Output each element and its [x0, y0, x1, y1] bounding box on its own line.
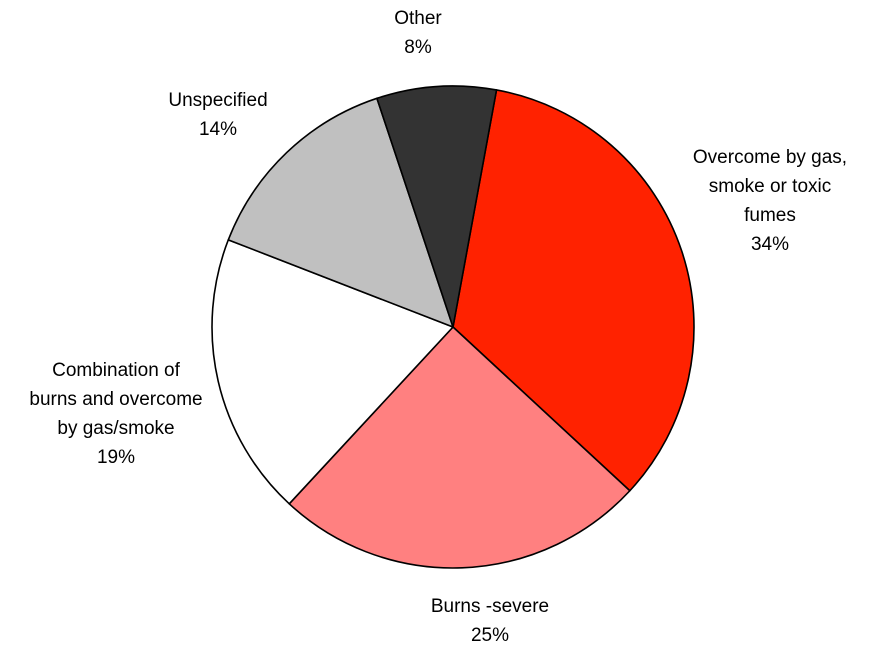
- pie-slice-5: [376, 85, 498, 328]
- slice-label-line: burns and overcome: [29, 389, 202, 410]
- slice-label-5: Other 8%: [394, 8, 442, 58]
- slice-label-line: Burns -severe: [431, 596, 549, 617]
- pie-slice-1: [452, 89, 695, 492]
- slice-label-line: Unspecified: [168, 90, 267, 111]
- pie-slices: [211, 85, 695, 569]
- pie-slice-2: [288, 326, 631, 569]
- pie-slice-4: [227, 97, 454, 328]
- slice-label-4: Unspecified 14%: [168, 90, 267, 140]
- slice-percent: 8%: [404, 37, 432, 58]
- slice-label-line: smoke or toxic: [709, 176, 831, 197]
- slice-label-line: Other: [394, 8, 442, 29]
- slice-label-line: by gas/smoke: [57, 418, 174, 439]
- slice-label-1: Overcome by gas, smoke or toxic fumes 34%: [693, 147, 847, 255]
- slice-label-line: fumes: [744, 205, 796, 226]
- pie-labels: Overcome by gas, smoke or toxic fumes 34% Bu…: [29, 8, 847, 645]
- pie-slice-3: [211, 239, 454, 505]
- slice-percent: 14%: [199, 119, 237, 140]
- slice-label-3: Combination of burns and overcome by gas/s…: [29, 360, 202, 468]
- slice-percent: 34%: [751, 234, 789, 255]
- slice-label-2: Burns -severe 25%: [431, 596, 549, 645]
- slice-percent: 19%: [97, 447, 135, 468]
- slice-percent: 25%: [471, 625, 509, 645]
- slice-label-line: Overcome by gas,: [693, 147, 847, 168]
- slice-label-line: Combination of: [52, 360, 181, 381]
